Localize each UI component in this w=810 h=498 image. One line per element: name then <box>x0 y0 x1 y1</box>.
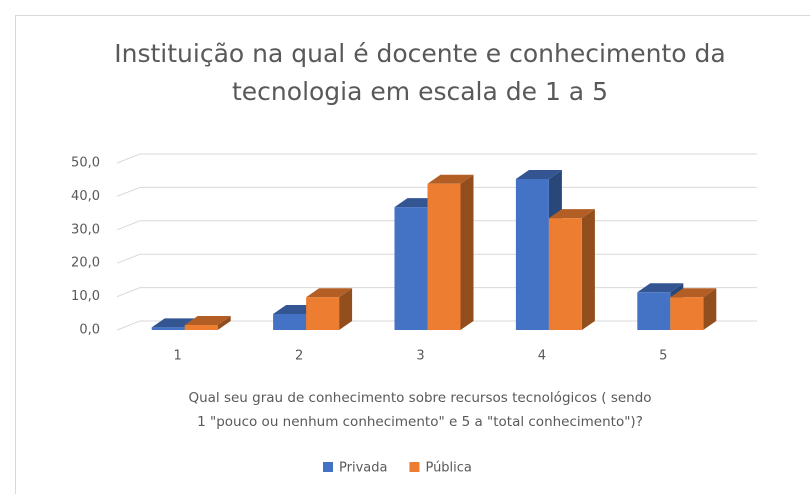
bar-front <box>152 327 185 330</box>
x-tick-label: 4 <box>538 349 546 364</box>
x-tick-label: 5 <box>659 349 667 364</box>
bar <box>306 288 352 330</box>
bar <box>670 288 716 330</box>
chart-title: Instituição na qual é docente e conhecim… <box>114 39 725 68</box>
y-tick-label: 20,0 <box>71 256 100 271</box>
bar-front <box>670 297 703 330</box>
legend-label: Privada <box>339 461 387 476</box>
bar-front <box>428 184 461 330</box>
x-tick-label: 2 <box>295 349 303 364</box>
bar-front <box>273 314 306 330</box>
bar-front <box>516 179 549 330</box>
y-tick-label: 40,0 <box>71 189 100 204</box>
bar-front <box>185 325 218 330</box>
x-tick-label: 1 <box>174 349 182 364</box>
y-tick-label: 0,0 <box>79 323 100 338</box>
y-tick-label: 30,0 <box>71 222 100 237</box>
bar-side <box>582 209 595 330</box>
x-tick-label: 3 <box>416 349 424 364</box>
legend-swatch <box>409 462 419 472</box>
bar <box>428 175 474 330</box>
bar <box>549 209 595 330</box>
legend-swatch <box>323 462 333 472</box>
bar-front <box>549 218 582 330</box>
y-tick-label: 10,0 <box>71 289 100 304</box>
bar-front <box>395 207 428 330</box>
legend-label: Pública <box>425 461 471 476</box>
bar-front <box>306 297 339 330</box>
chart-title: tecnologia em escala de 1 a 5 <box>232 77 608 106</box>
x-axis-label: 1 "pouco ou nenhum conhecimento" e 5 a "… <box>197 414 643 430</box>
bar-side <box>461 175 474 330</box>
x-axis-label: Qual seu grau de conhecimento sobre recu… <box>188 390 651 406</box>
bar-front <box>637 292 670 330</box>
y-tick-label: 50,0 <box>71 156 100 171</box>
